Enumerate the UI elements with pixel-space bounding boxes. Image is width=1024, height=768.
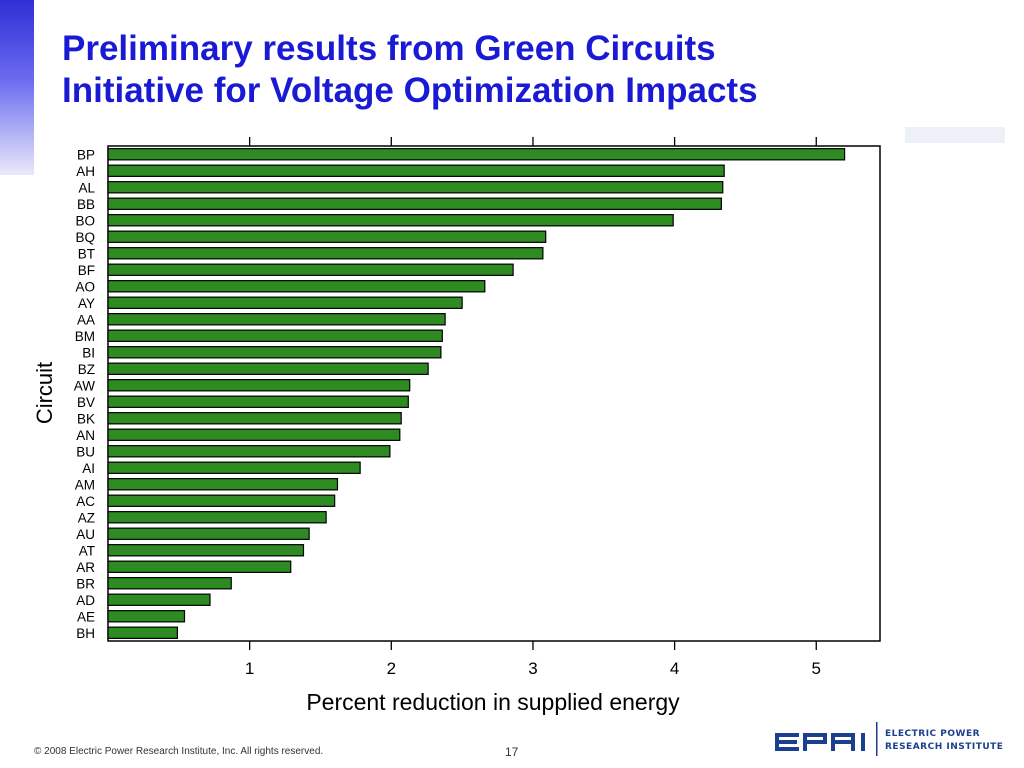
bar-al [107, 181, 724, 194]
bar-an [107, 428, 401, 441]
y-tick-label: BR [76, 576, 95, 591]
y-tick-label: AI [82, 461, 95, 476]
y-tick-label: AM [75, 477, 95, 492]
x-tick-label: 5 [812, 659, 821, 678]
y-tick-label: BP [77, 147, 95, 162]
slide-title: Preliminary results from Green Circuits … [62, 28, 962, 112]
y-tick-label: AH [76, 164, 95, 179]
logo-text-line-2: RESEARCH INSTITUTE [885, 742, 1003, 752]
y-tick-label: AZ [78, 510, 95, 525]
bar-aw [107, 379, 411, 392]
bar-bp [107, 148, 846, 161]
epri-logo-mark [775, 733, 865, 751]
y-tick-label: BZ [78, 362, 95, 377]
y-tick-label: BV [77, 395, 95, 410]
decorative-shape [905, 127, 1005, 143]
bar-ai [107, 461, 361, 474]
epri-logo: ELECTRIC POWER RESEARCH INSTITUTE [775, 722, 1003, 756]
bar-bt [107, 247, 544, 260]
x-tick-label: 4 [670, 659, 679, 678]
y-tick-label: AE [77, 609, 95, 624]
bar-ad [107, 593, 211, 606]
x-tick-label: 2 [387, 659, 396, 678]
bar-ac [107, 494, 336, 507]
y-tick-label: AU [76, 527, 95, 542]
bar-ar [107, 560, 292, 573]
bar-ah [107, 164, 725, 177]
y-tick-label: BQ [75, 230, 95, 245]
chart-bars [107, 148, 846, 639]
y-tick-label: AO [75, 279, 95, 294]
bar-at [107, 544, 305, 557]
y-tick-label: AW [74, 378, 96, 393]
x-tick-label: 3 [528, 659, 537, 678]
y-tick-label: AY [78, 296, 95, 311]
bar-ae [107, 610, 186, 623]
y-tick-label: BT [78, 246, 95, 261]
bar-ay [107, 296, 463, 309]
y-tick-label: BU [76, 444, 95, 459]
y-tick-label: BO [75, 213, 95, 228]
y-axis-label: Circuit [32, 362, 57, 424]
y-tick-label: BB [77, 197, 95, 212]
bar-bk [107, 412, 402, 425]
bar-bh [107, 626, 179, 639]
bar-bv [107, 395, 409, 408]
bar-au [107, 527, 310, 540]
y-tick-label: BI [82, 345, 95, 360]
y-tick-label: BK [77, 411, 95, 426]
bar-bf [107, 263, 514, 276]
y-tick-label: BF [78, 263, 95, 278]
bar-bm [107, 329, 443, 342]
y-tick-label: BH [76, 626, 95, 641]
y-tick-label: AD [76, 593, 95, 608]
slide-title-line-2: Initiative for Voltage Optimization Impa… [62, 71, 758, 110]
y-tick-label: BM [75, 329, 95, 344]
y-tick-label: AR [76, 560, 95, 575]
x-tick-label: 1 [245, 659, 254, 678]
bar-az [107, 511, 327, 524]
bar-am [107, 478, 339, 491]
y-tick-label: AN [76, 428, 95, 443]
title-accent-bar [0, 0, 34, 175]
plot-frame [107, 145, 881, 642]
bar-bo [107, 214, 674, 227]
bar-bz [107, 362, 429, 375]
bar-aa [107, 313, 446, 326]
footer-copyright: © 2008 Electric Power Research Institute… [34, 746, 324, 757]
y-tick-label: AL [78, 180, 95, 195]
slide-title-line-1: Preliminary results from Green Circuits [62, 29, 716, 68]
bar-bq [107, 230, 547, 243]
y-tick-label: AT [79, 543, 95, 558]
chart-axes [107, 137, 881, 650]
bar-ao [107, 280, 486, 293]
bar-bi [107, 346, 442, 359]
y-tick-label: AC [76, 494, 95, 509]
x-axis-label: Percent reduction in supplied energy [306, 689, 680, 715]
bar-bu [107, 445, 391, 458]
bar-br [107, 577, 232, 590]
logo-divider [876, 722, 878, 756]
page-number: 17 [505, 745, 519, 759]
y-tick-label: AA [77, 312, 95, 327]
logo-text-line-1: ELECTRIC POWER [885, 729, 980, 739]
bar-bb [107, 197, 722, 210]
